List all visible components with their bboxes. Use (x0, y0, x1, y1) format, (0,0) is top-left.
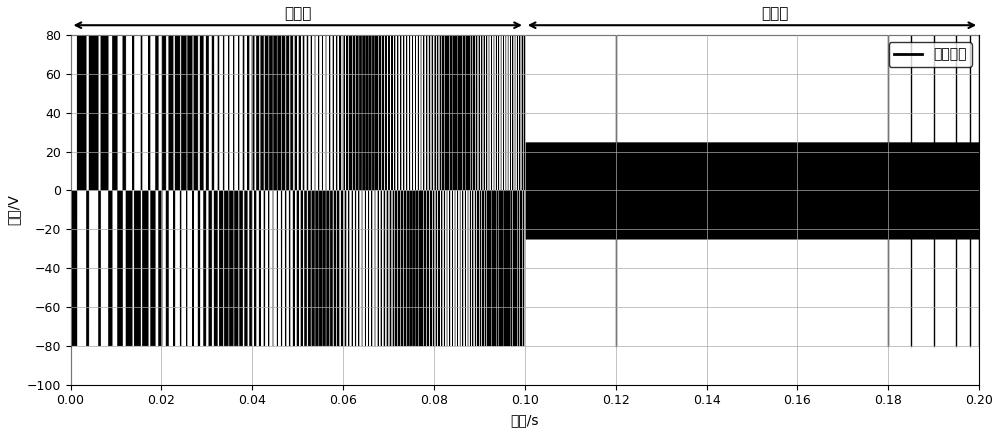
Legend: 共模电压: 共模电压 (889, 42, 972, 67)
Text: 方式一: 方式一 (284, 7, 311, 21)
Text: 方式二: 方式二 (761, 7, 788, 21)
X-axis label: 时间/s: 时间/s (511, 413, 539, 427)
Y-axis label: 电压/V: 电压/V (7, 194, 21, 225)
